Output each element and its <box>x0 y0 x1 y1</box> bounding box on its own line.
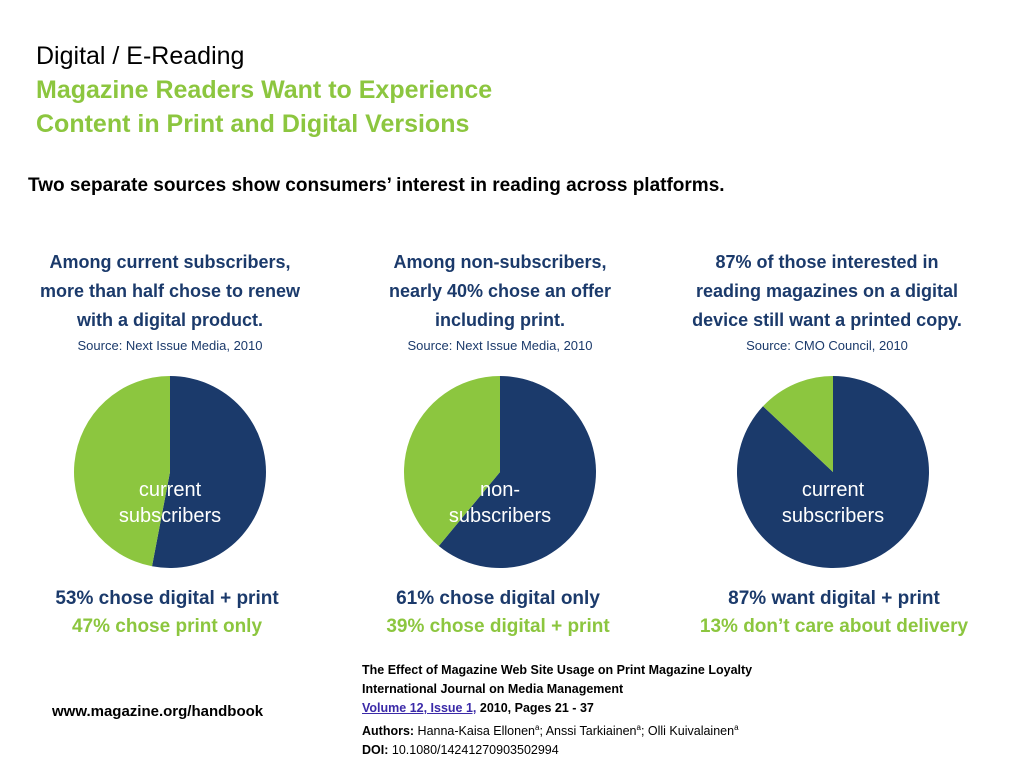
panel-1-heading-line: Among current subscribers, <box>49 252 291 272</box>
author-2: ; Anssi Tarkiainen <box>539 724 637 739</box>
citation-journal: International Journal on Media Managemen… <box>362 680 752 699</box>
panel-1-source: Source: Next Issue Media, 2010 <box>77 338 263 353</box>
pie-chart-3: current subscribers <box>668 374 998 570</box>
pie-center-label: current <box>802 479 865 501</box>
citation-authors: Authors: Hanna-Kaisa Ellonena; Anssi Tar… <box>362 718 752 741</box>
doi-value: 10.1080/14241270903502994 <box>388 743 559 758</box>
authors-label: Authors: <box>362 724 415 739</box>
footer-url[interactable]: www.magazine.org/handbook <box>52 703 264 720</box>
panel-3-results: 87% want digital + print 13% don’t care … <box>669 585 999 641</box>
panel-2-source: Source: Next Issue Media, 2010 <box>407 338 593 353</box>
author-3: ; Olli Kuivalainen <box>640 724 735 739</box>
citation-title: The Effect of Magazine Web Site Usage on… <box>362 661 752 680</box>
panel-2-heading-line: Among non-subscribers, <box>393 252 607 272</box>
pie-chart-2-svg: non-subscribers <box>404 376 596 568</box>
panel-2-heading-line: including print. <box>435 310 565 330</box>
citation-doi: DOI: 10.1080/14241270903502994 <box>362 741 752 760</box>
panel-3-result-primary: 87% want digital + print <box>728 588 940 609</box>
panel-1-heading-line: with a digital product. <box>77 310 263 330</box>
page-subtitle: Two separate sources show consumers’ int… <box>28 175 725 196</box>
citation-pages: 2010, Pages 21 - 37 <box>476 701 594 715</box>
pie-center-label: subscribers <box>119 505 221 527</box>
pie-center-label: subscribers <box>782 505 884 527</box>
panel-3-heading-line: reading magazines on a digital <box>695 281 959 301</box>
pie-slice-don-t-care-about-delivery <box>763 376 833 472</box>
pie-chart-1-svg: current subscribers <box>73 376 266 568</box>
pie-center-label: subscribers <box>449 505 551 527</box>
citation: The Effect of Magazine Web Site Usage on… <box>362 661 752 760</box>
pie-chart-2: non-subscribers <box>335 374 665 570</box>
pie-chart-3-svg: current subscribers <box>737 376 929 568</box>
citation-volume: Volume 12, Issue 1, 2010, Pages 21 - 37 <box>362 699 752 718</box>
headline-line-2: Content in Print and Digital Versions <box>36 110 470 138</box>
pie-center-label: non- <box>480 479 520 501</box>
panel-3-heading-line: device still want a printed copy. <box>692 310 962 330</box>
panel-3-heading: 87% of those interested in reading magaz… <box>662 248 992 355</box>
panel-1-heading-line: more than half chose to renew <box>39 281 301 301</box>
volume-link[interactable]: Volume 12, Issue 1, <box>362 701 477 715</box>
citation-title-text: The Effect of Magazine Web Site Usage on… <box>362 663 753 677</box>
panel-3-source: Source: CMO Council, 2010 <box>746 338 908 353</box>
panel-2-heading: Among non-subscribers, nearly 40% chose … <box>335 248 665 355</box>
panel-2-results: 61% chose digital only 39% chose digital… <box>333 585 663 641</box>
pie-chart-1: current subscribers <box>5 374 335 570</box>
page-title: Digital / E-Reading <box>36 42 245 70</box>
headline-line-1: Magazine Readers Want to Experience <box>36 76 493 104</box>
panel-1-result-primary: 53% chose digital + print <box>55 588 279 609</box>
panel-2-result-secondary: 39% chose digital + print <box>386 616 610 637</box>
panel-3-heading-line: 87% of those interested in <box>715 252 939 272</box>
panel-1-result-secondary: 47% chose print only <box>71 616 263 637</box>
pie-slice-digital-only <box>438 376 596 568</box>
citation-journal-text: International Journal on Media Managemen… <box>362 682 624 696</box>
doi-label: DOI: <box>362 743 389 758</box>
panel-2-heading-line: nearly 40% chose an offer <box>388 281 612 301</box>
pie-slice-digital-print <box>152 376 266 568</box>
panel-2-result-primary: 61% chose digital only <box>396 588 600 609</box>
author-1: Hanna-Kaisa Ellonen <box>414 724 535 739</box>
author-3-affiliation: a <box>734 723 739 732</box>
panel-1-results: 53% chose digital + print 47% chose prin… <box>2 585 332 641</box>
panel-3-result-secondary: 13% don’t care about delivery <box>699 616 969 637</box>
panel-1-heading: Among current subscribers, more than hal… <box>5 248 335 355</box>
author-2-affiliation: a <box>636 723 641 732</box>
pie-center-label: current <box>139 479 202 501</box>
pie-slice-print-only <box>73 376 170 567</box>
author-1-affiliation: a <box>535 723 540 732</box>
pie-slice-digital-print <box>404 376 500 546</box>
